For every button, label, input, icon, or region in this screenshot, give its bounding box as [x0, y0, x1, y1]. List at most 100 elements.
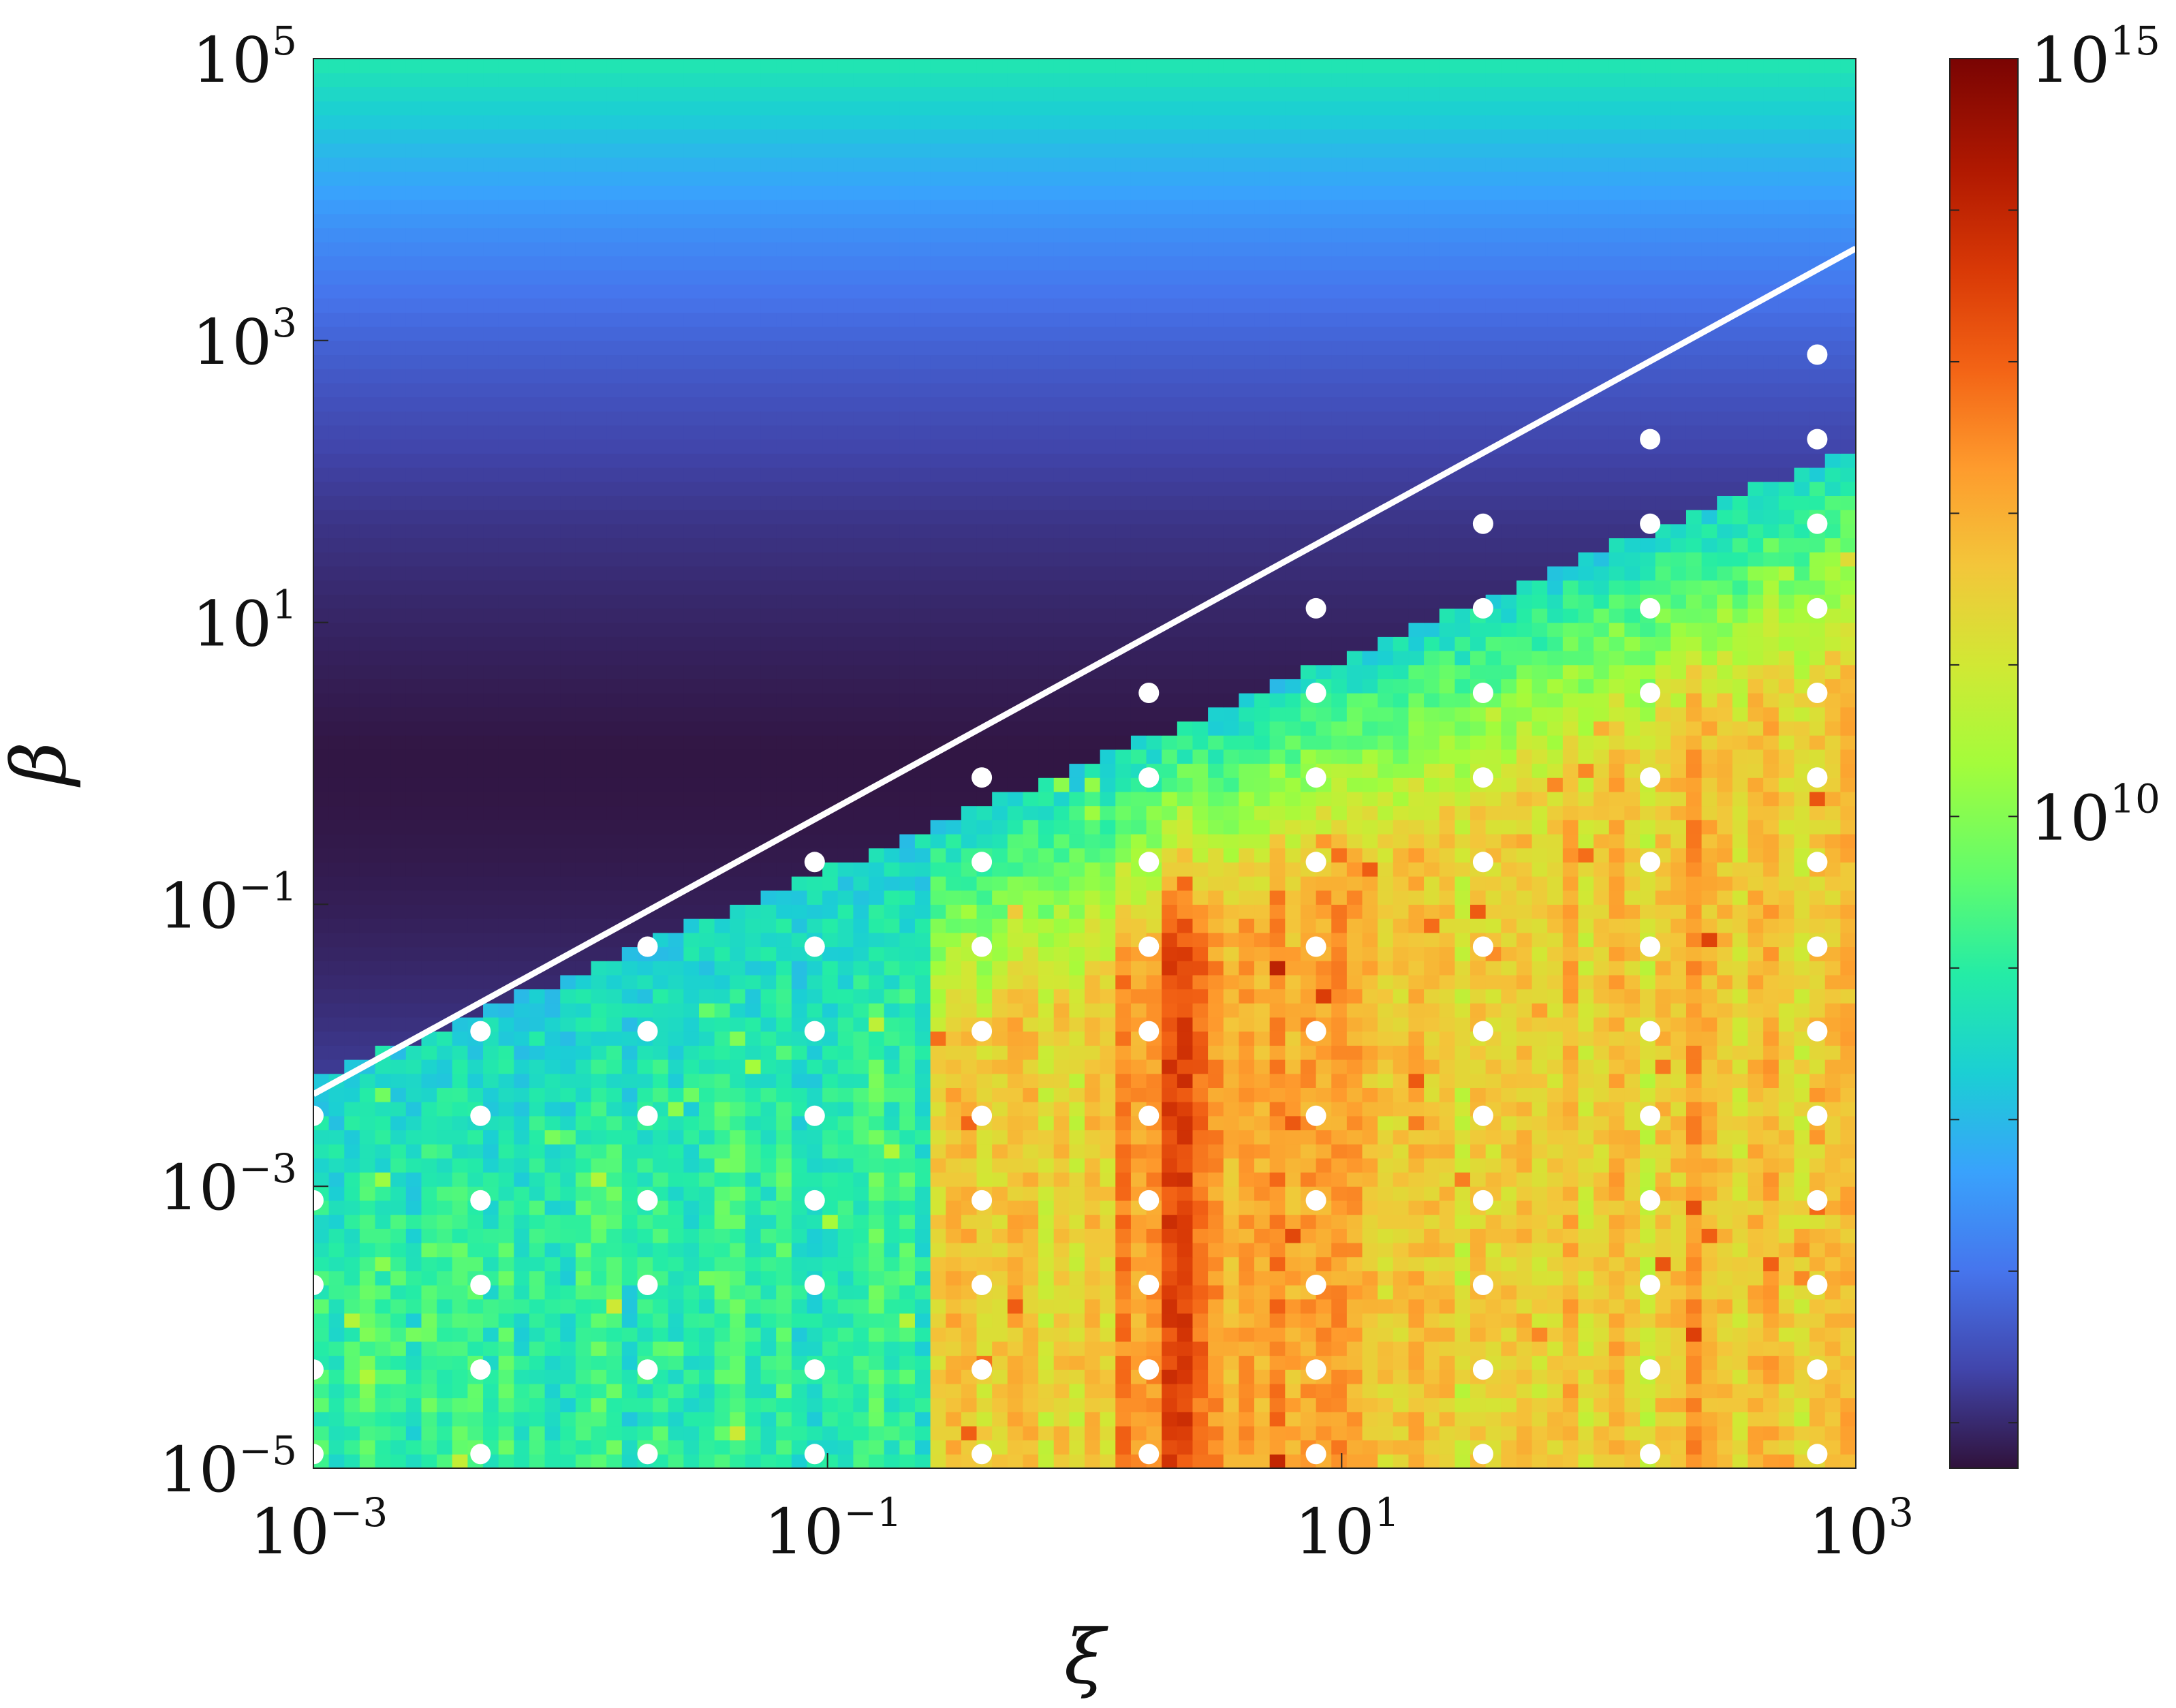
- sample-marker: [1472, 1021, 1493, 1042]
- sample-marker: [1305, 767, 1326, 788]
- sample-marker: [1807, 852, 1828, 873]
- sample-marker: [1305, 1021, 1326, 1042]
- sample-marker: [313, 1105, 324, 1126]
- sample-marker: [972, 936, 993, 957]
- sample-marker: [313, 1359, 324, 1380]
- marker-group: [313, 344, 1828, 1465]
- sample-marker: [1472, 852, 1493, 873]
- sample-marker: [1305, 683, 1326, 703]
- sample-marker: [972, 1359, 993, 1380]
- sample-marker: [1640, 767, 1661, 788]
- sample-marker: [1807, 767, 1828, 788]
- x-tick-label: 101: [1294, 1489, 1399, 1568]
- sample-marker: [637, 1190, 658, 1211]
- sample-marker: [1640, 1359, 1661, 1380]
- sample-marker: [1807, 1105, 1828, 1126]
- sample-marker: [1472, 1190, 1493, 1211]
- sample-marker: [470, 1021, 491, 1042]
- sample-marker: [1305, 1190, 1326, 1211]
- sample-marker: [972, 852, 993, 873]
- sample-marker: [972, 1190, 993, 1211]
- y-tick-label: 10−5: [159, 1427, 297, 1506]
- sample-marker: [1640, 429, 1661, 450]
- sample-marker: [1807, 1444, 1828, 1465]
- sample-marker: [972, 1275, 993, 1295]
- sample-marker: [1640, 683, 1661, 703]
- sample-marker: [1472, 767, 1493, 788]
- sample-marker: [1807, 1190, 1828, 1211]
- sample-marker: [470, 1190, 491, 1211]
- sample-marker: [1640, 1444, 1661, 1465]
- sample-marker: [804, 1021, 825, 1042]
- sample-marker: [637, 1275, 658, 1295]
- sample-marker: [470, 1105, 491, 1126]
- sample-marker: [1807, 1021, 1828, 1042]
- sample-marker: [1305, 852, 1326, 873]
- sample-marker: [1472, 683, 1493, 703]
- sample-marker: [1472, 1444, 1493, 1465]
- sample-marker: [1807, 683, 1828, 703]
- sample-marker: [804, 1275, 825, 1295]
- y-tick-label: 10−3: [159, 1145, 297, 1224]
- sample-marker: [313, 1190, 324, 1211]
- sample-marker: [804, 1359, 825, 1380]
- sample-marker: [1807, 597, 1828, 619]
- x-tick-label: 10−3: [250, 1489, 388, 1568]
- sample-marker: [313, 1275, 324, 1295]
- sample-marker: [1138, 1190, 1160, 1211]
- sample-marker: [1807, 936, 1828, 957]
- sample-marker: [1138, 1359, 1160, 1380]
- sample-marker: [1138, 1105, 1160, 1126]
- sample-marker: [972, 767, 993, 788]
- sample-marker: [1640, 1275, 1661, 1295]
- sample-marker: [1305, 1359, 1326, 1380]
- sample-marker: [1472, 1275, 1493, 1295]
- sample-marker: [1138, 767, 1160, 788]
- heatmap-cells: [313, 59, 1856, 1468]
- sample-marker: [972, 1444, 993, 1465]
- sample-marker: [313, 1444, 324, 1465]
- sample-marker: [1138, 852, 1160, 873]
- sample-marker: [1305, 1105, 1326, 1126]
- sample-marker: [1138, 936, 1160, 957]
- sample-marker: [470, 1359, 491, 1380]
- sample-marker: [1640, 936, 1661, 957]
- sample-marker: [1807, 429, 1828, 450]
- y-tick-label: 105: [192, 18, 297, 97]
- sample-marker: [1305, 936, 1326, 957]
- x-axis-ticks: 10−3 10−1 101 103: [250, 1453, 1914, 1568]
- sample-marker: [1138, 1444, 1160, 1465]
- sample-marker: [637, 1359, 658, 1380]
- sample-marker: [470, 1444, 491, 1465]
- sample-marker: [1305, 1444, 1326, 1465]
- sample-marker: [1138, 683, 1160, 703]
- sample-marker: [1640, 1021, 1661, 1042]
- plot-frame: [313, 58, 1856, 1469]
- sample-marker: [637, 1444, 658, 1465]
- sample-marker: [1138, 1275, 1160, 1295]
- sample-marker: [637, 1105, 658, 1126]
- boundary-line: [313, 245, 1856, 1097]
- sample-marker: [972, 1105, 993, 1126]
- sample-marker: [470, 1275, 491, 1295]
- sample-marker: [1472, 1359, 1493, 1380]
- y-axis-ticks: 10−5 10−3 10−1 101 103 105: [159, 18, 328, 1506]
- y-tick-label: 103: [192, 300, 297, 379]
- sample-marker: [1640, 852, 1661, 873]
- sample-marker: [804, 852, 825, 873]
- sample-marker: [1640, 513, 1661, 534]
- sample-marker: [1305, 597, 1326, 619]
- sample-marker: [1807, 513, 1828, 534]
- x-tick-label: 10−1: [764, 1489, 902, 1568]
- sample-marker: [1472, 513, 1493, 534]
- sample-marker: [804, 936, 825, 957]
- sample-marker: [1807, 1359, 1828, 1380]
- x-axis-label: ξ: [1064, 1613, 1109, 1701]
- boundary-line-group: [313, 245, 1856, 1097]
- sample-marker: [972, 1021, 993, 1042]
- sample-marker: [1807, 1275, 1828, 1295]
- sample-marker: [804, 1105, 825, 1126]
- colorbar: [1949, 58, 2019, 1469]
- colorbar-ticks: 1010 1015: [1950, 18, 2160, 1424]
